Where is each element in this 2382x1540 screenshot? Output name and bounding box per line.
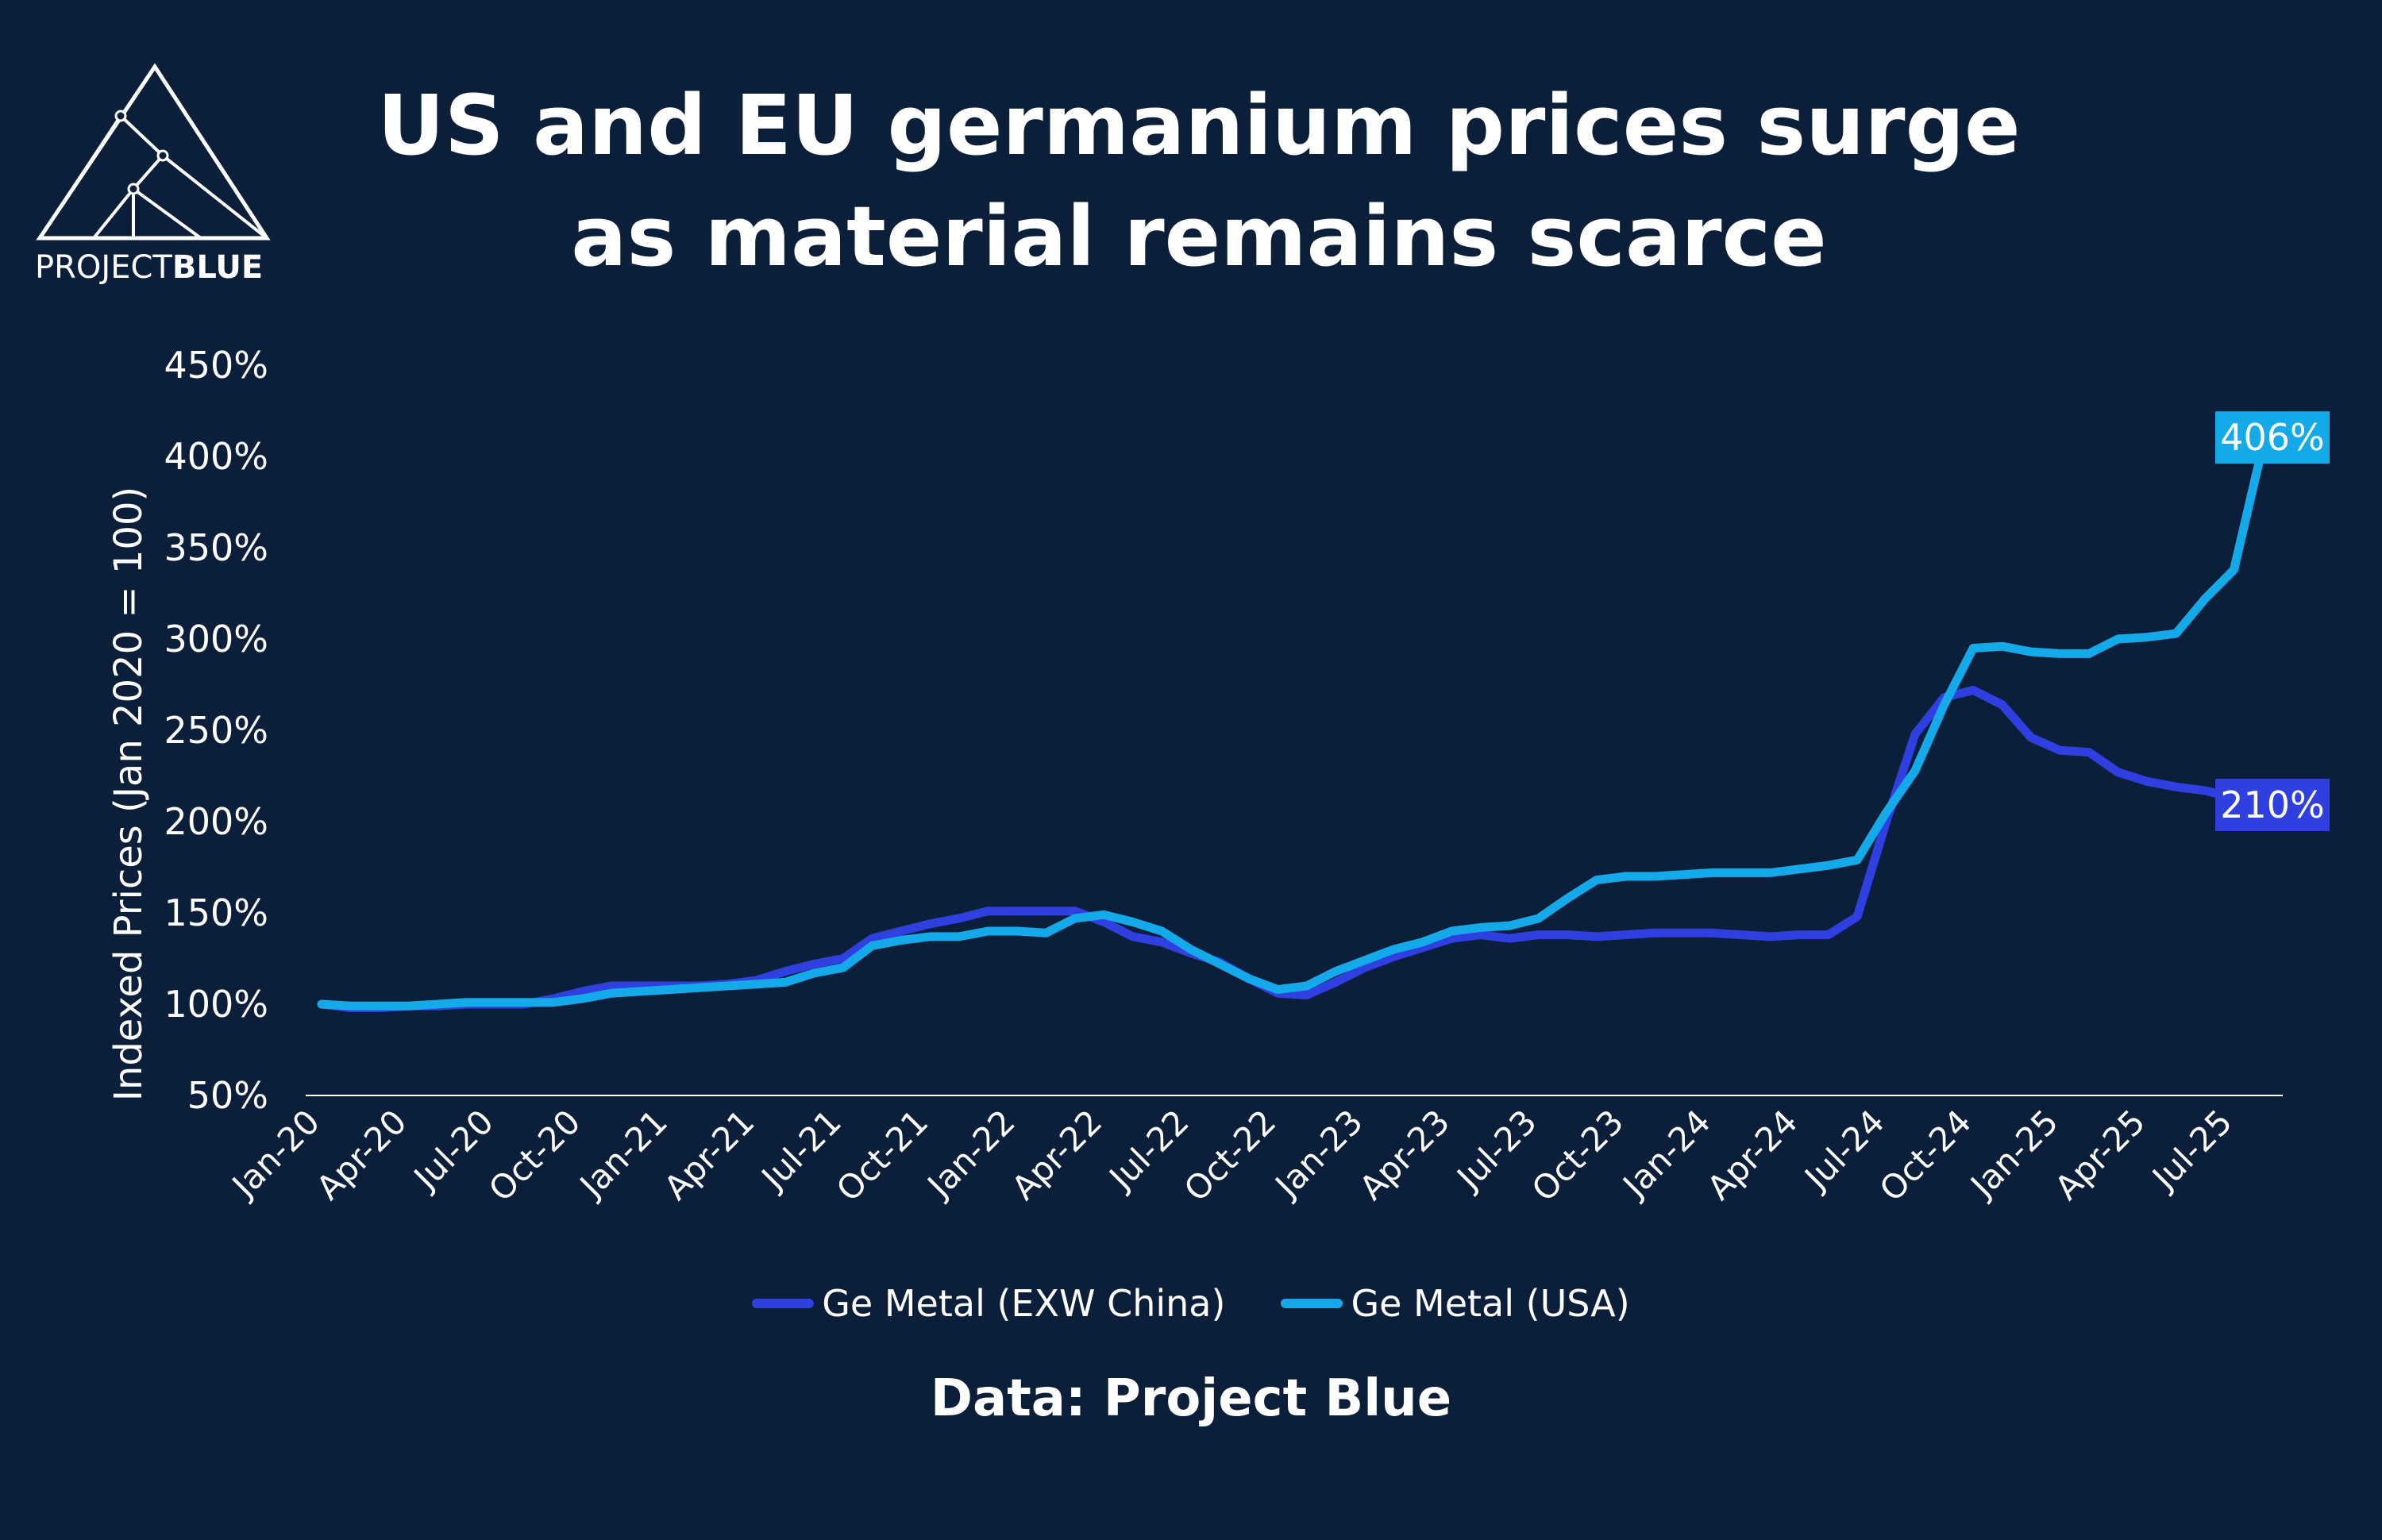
x-tick-label: Apr-21 (657, 1102, 762, 1207)
legend-label-usa: Ge Metal (USA) (1351, 1282, 1630, 1325)
x-tick-label: Oct-22 (1177, 1102, 1284, 1209)
triangle-logo-icon (36, 63, 271, 241)
legend-item-china: Ge Metal (EXW China) (752, 1282, 1225, 1325)
chart-title: US and EU germanium prices surge as mate… (333, 70, 2064, 292)
x-tick-label: Oct-24 (1872, 1102, 1979, 1209)
x-tick-label: Jan-25 (1962, 1102, 2066, 1206)
x-tick-label: Jan-24 (1614, 1102, 1718, 1206)
chart-title-line-2: as material remains scarce (571, 188, 1827, 285)
data-source: Data: Project Blue (930, 1369, 1452, 1428)
legend-swatch-china (752, 1299, 815, 1308)
x-tick-label: Oct-21 (829, 1102, 936, 1209)
end-label-box-china (2215, 779, 2330, 831)
end-label-box-usa (2215, 411, 2330, 464)
x-tick-label: Jan-20 (223, 1102, 327, 1206)
chart-title-line-1: US and EU germanium prices surge (377, 77, 2021, 174)
x-tick-label: Apr-25 (2047, 1102, 2153, 1207)
y-tick-label: 250% (164, 709, 268, 752)
y-tick-label: 450% (164, 344, 268, 387)
x-tick-label: Jan-23 (1266, 1102, 1370, 1206)
y-tick-label: 200% (164, 800, 268, 843)
y-tick-label: 100% (164, 983, 268, 1026)
y-tick-label: 150% (164, 891, 268, 934)
end-label-china: 210% (2220, 783, 2325, 826)
x-tick-label: Apr-22 (1004, 1102, 1110, 1207)
x-tick-label: Oct-20 (481, 1102, 588, 1209)
legend-label-china: Ge Metal (EXW China) (822, 1282, 1226, 1325)
project-blue-logo: PROJECTBLUE (32, 62, 278, 300)
series-line-china (317, 685, 2268, 1013)
x-tick-label: Jul-25 (2143, 1102, 2239, 1198)
logo-wordmark: PROJECTBLUE (35, 249, 263, 286)
x-tick-label: Apr-23 (1352, 1102, 1458, 1207)
logo-word-project: PROJECT (35, 249, 172, 286)
legend-item-usa: Ge Metal (USA) (1281, 1282, 1630, 1325)
x-tick-label: Jan-21 (571, 1102, 675, 1206)
y-tick-label: 350% (164, 526, 268, 569)
series-line-usa (317, 441, 2268, 1011)
y-tick-label: 400% (164, 435, 268, 478)
x-tick-label: Apr-24 (1700, 1102, 1806, 1207)
y-tick-label: 300% (164, 618, 268, 660)
x-tick-label: Apr-20 (309, 1102, 414, 1207)
legend-swatch-usa (1281, 1299, 1343, 1308)
logo-word-blue: BLUE (172, 249, 264, 286)
x-tick-label: Oct-23 (1524, 1102, 1632, 1209)
x-tick-label: Jan-22 (919, 1102, 1023, 1206)
y-tick-label: 50% (187, 1074, 268, 1117)
end-label-usa: 406% (2220, 416, 2325, 459)
legend: Ge Metal (EXW China) Ge Metal (USA) (0, 1282, 2382, 1325)
